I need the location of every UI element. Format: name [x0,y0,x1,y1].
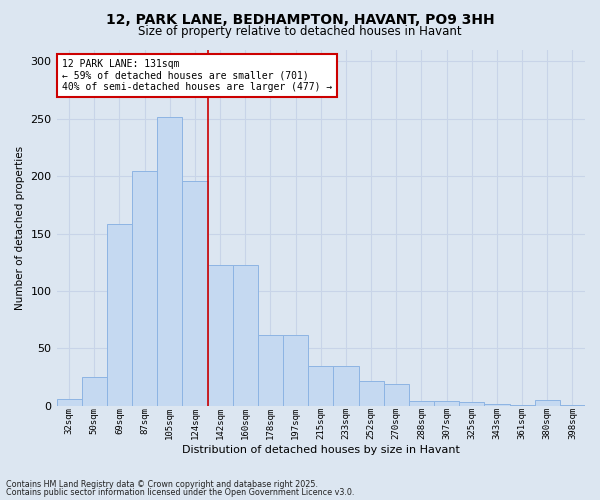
Bar [258,334,283,406]
Bar [233,264,258,406]
Text: 12 PARK LANE: 131sqm
← 59% of detached houses are smaller (701)
40% of semi-deta: 12 PARK LANE: 131sqm ← 59% of detached h… [62,59,332,92]
Bar [56,399,82,406]
Bar [560,404,585,406]
Bar [484,404,509,406]
Y-axis label: Number of detached properties: Number of detached properties [15,146,25,310]
Bar [208,264,233,406]
Bar [308,366,334,406]
Bar [283,334,308,406]
Bar [132,170,157,406]
Text: Contains public sector information licensed under the Open Government Licence v3: Contains public sector information licen… [6,488,355,497]
Bar [157,116,182,406]
Bar [359,380,383,406]
Bar [459,402,484,406]
Bar [82,377,107,406]
Bar [434,401,459,406]
Text: Size of property relative to detached houses in Havant: Size of property relative to detached ho… [138,25,462,38]
Bar [334,366,359,406]
Bar [182,181,208,406]
Bar [383,384,409,406]
Text: Contains HM Land Registry data © Crown copyright and database right 2025.: Contains HM Land Registry data © Crown c… [6,480,318,489]
Bar [409,401,434,406]
Bar [535,400,560,406]
X-axis label: Distribution of detached houses by size in Havant: Distribution of detached houses by size … [182,445,460,455]
Bar [107,224,132,406]
Text: 12, PARK LANE, BEDHAMPTON, HAVANT, PO9 3HH: 12, PARK LANE, BEDHAMPTON, HAVANT, PO9 3… [106,12,494,26]
Bar [509,404,535,406]
